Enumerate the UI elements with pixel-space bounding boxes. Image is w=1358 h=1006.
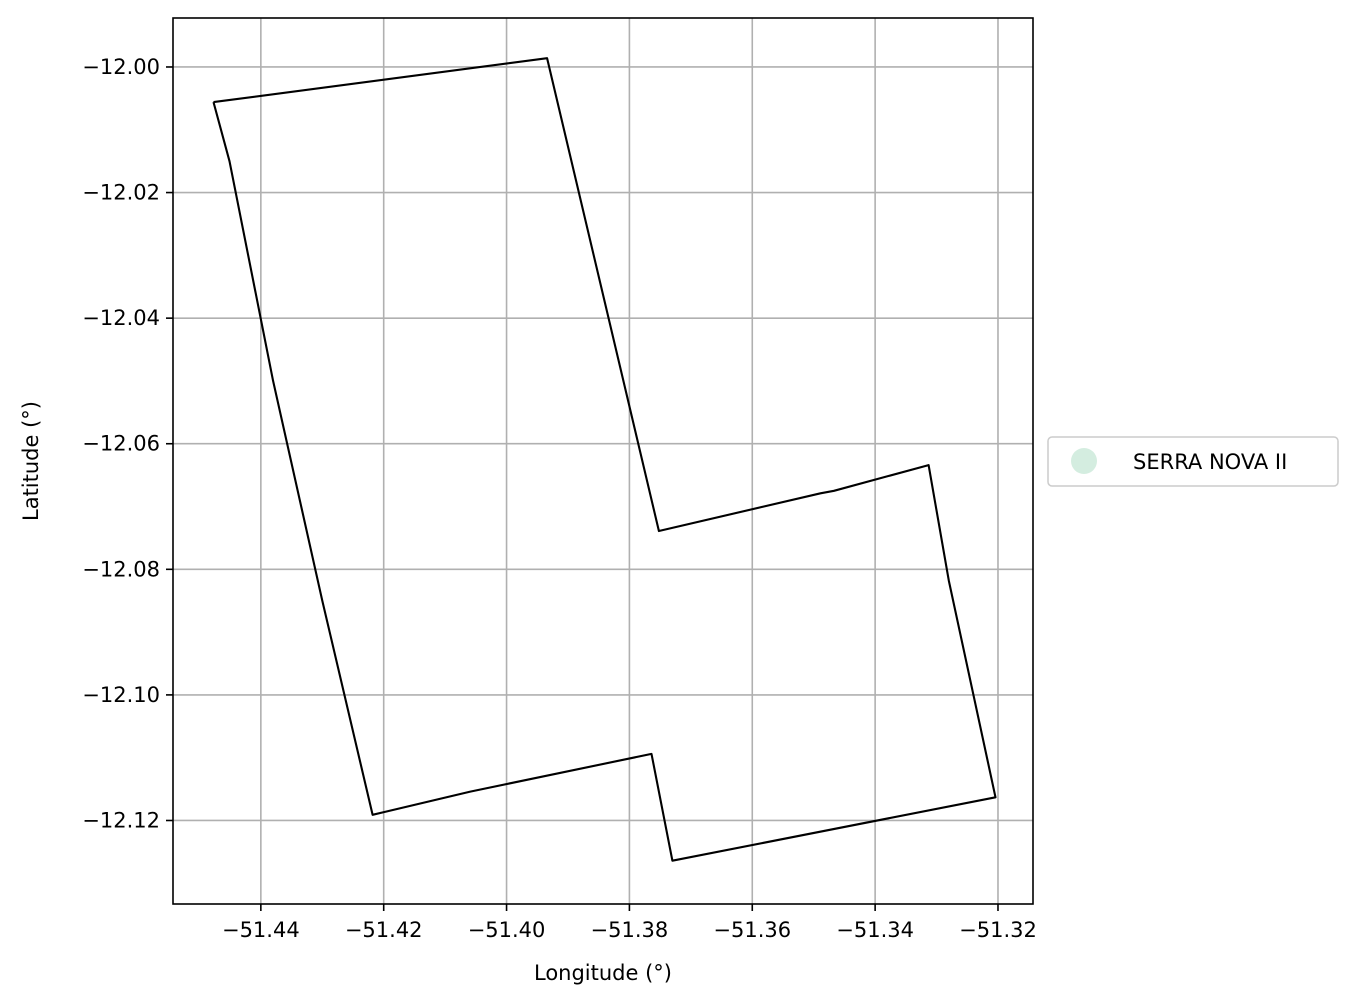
y-tick-label: −12.02 [82,181,160,205]
x-tick-label: −51.44 [222,918,300,942]
x-axis-label: Longitude (°) [534,961,672,985]
legend-label: SERRA NOVA II [1133,450,1287,474]
axes-frame [172,17,1034,905]
y-tick-label: −12.12 [82,808,160,832]
x-tick-label: −51.34 [836,918,914,942]
legend: SERRA NOVA II [1047,436,1339,487]
y-tick-label: −12.08 [82,557,160,581]
x-tick-label: −51.40 [468,918,546,942]
x-tick-label: −51.42 [345,918,423,942]
legend-box [1047,436,1339,487]
x-tick-label: −51.36 [713,918,791,942]
y-axis-ticks: −12.00 −12.02 −12.04 −12.06 −12.08 −12.10 −12.… [82,55,173,832]
y-tick-label: −12.04 [82,306,160,330]
parcel-layer [212,57,997,862]
y-tick-label: −12.06 [82,432,160,456]
x-axis-ticks: −51.44 −51.42 −51.40 −51.38 −51.36 −51.34 −51.… [222,904,1037,942]
y-tick-label: −12.00 [82,55,160,79]
x-tick-label: −51.38 [591,918,669,942]
x-tick-label: −51.32 [959,918,1037,942]
parcel-boundary [212,57,997,862]
grid-lines [173,18,1033,904]
y-axis-label: Latitude (°) [19,401,43,521]
y-tick-label: −12.10 [82,683,160,707]
legend-marker [1071,448,1097,474]
